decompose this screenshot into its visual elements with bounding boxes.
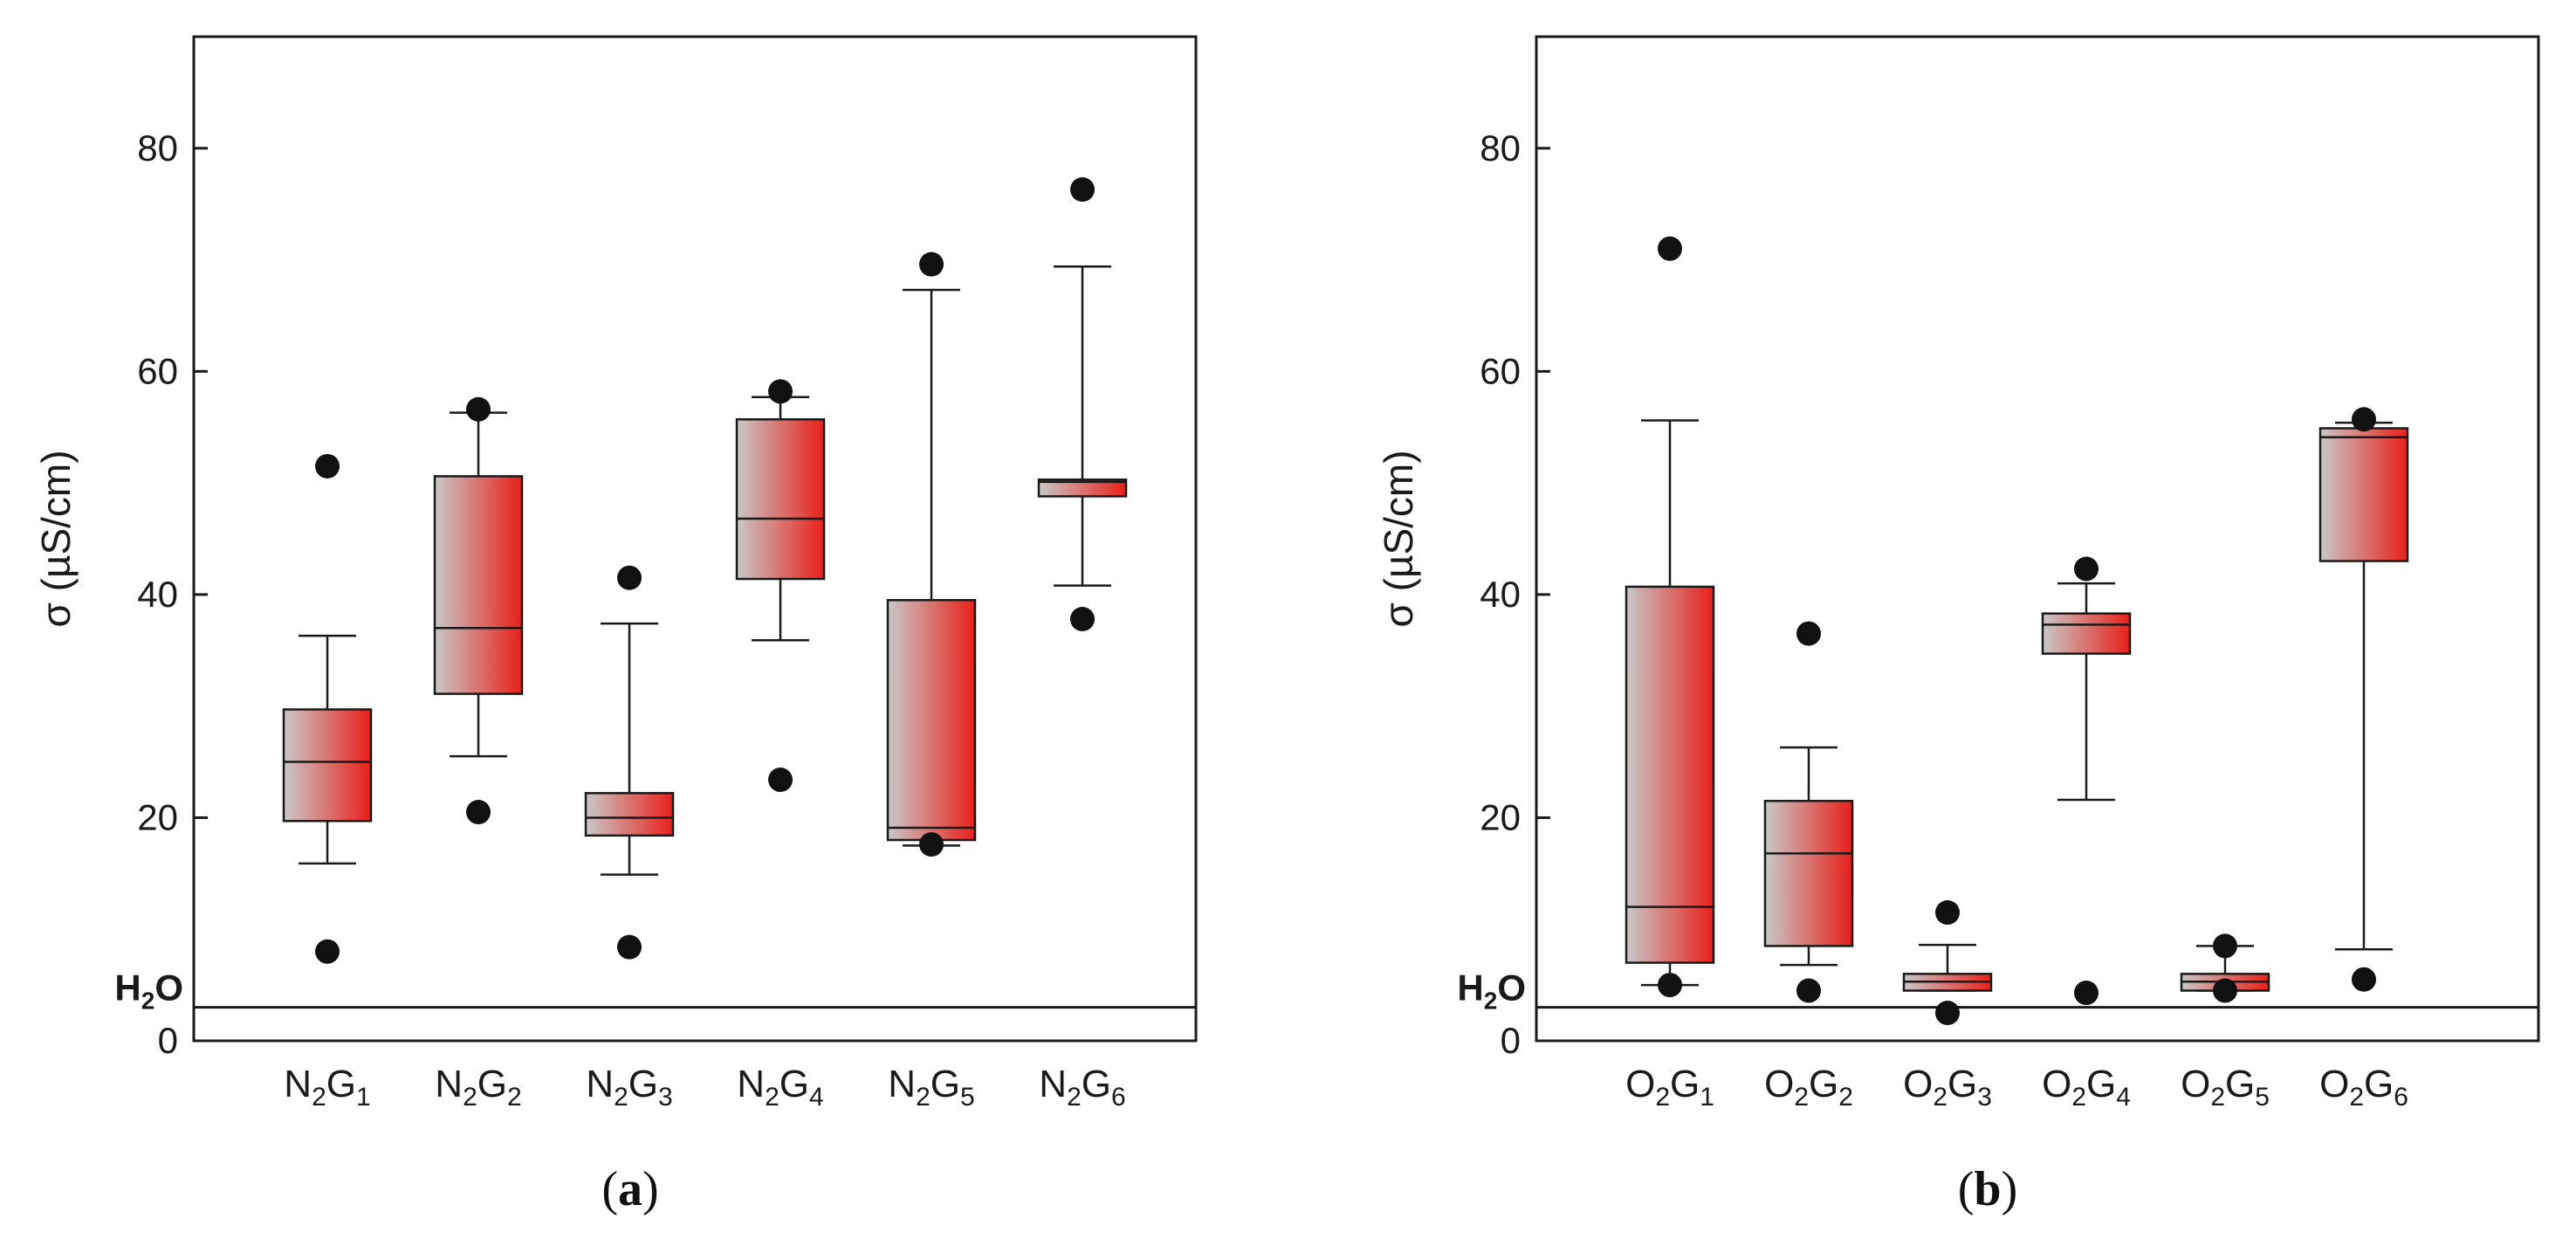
iqr-box [2318, 427, 2409, 562]
outlier-point [617, 565, 642, 590]
y-tick-label: 80 [1480, 127, 1521, 169]
box-n2g2 [433, 396, 524, 825]
y-tick-label: 20 [137, 796, 178, 837]
panel-label-b: (b) [1958, 1162, 2017, 1216]
category-label: N2G5 [888, 1063, 974, 1112]
box-n2g5 [886, 251, 977, 857]
y-tick-label: 60 [1480, 350, 1521, 391]
y-axis-label: σ (µS/cm) [33, 450, 79, 627]
box-o2g1 [1625, 236, 1715, 998]
outlier-point [2213, 978, 2237, 1003]
category-label: N2G2 [435, 1063, 521, 1112]
outlier-point [1070, 607, 1095, 631]
box-n2g3 [584, 565, 675, 960]
outlier-point [1935, 900, 1960, 926]
y-tick-label: 0 [158, 1020, 178, 1061]
y-tick-label: 20 [1480, 796, 1521, 837]
outlier-point [466, 396, 491, 422]
iqr-box [433, 475, 524, 695]
box-n2g4 [735, 379, 826, 792]
outlier-point [2213, 933, 2237, 959]
box-n2g6 [1037, 177, 1128, 631]
box-o2g5 [2180, 933, 2270, 1003]
y-tick-label: 60 [137, 350, 178, 391]
y-tick-label: 80 [137, 127, 178, 169]
outlier-point [919, 251, 944, 277]
plot-frame [1535, 35, 2540, 1043]
outlier-point [1658, 973, 1682, 998]
h2o-reference-label: H2O [1457, 967, 1526, 1015]
outlier-point [2352, 967, 2376, 992]
box-o2g6 [2318, 407, 2409, 992]
outlier-point [768, 768, 793, 792]
category-label: N2G6 [1039, 1063, 1125, 1112]
outlier-point [919, 832, 944, 857]
outlier-point [768, 379, 793, 404]
y-axis-label: σ (µS/cm) [1376, 450, 1421, 627]
y-tick-label: 40 [137, 574, 178, 615]
panel-b: 0 20 40 60 80 σ (µS/cm) H2O O2G1 O2G2 O2G3 O2G4 O2G… [1376, 35, 2540, 1216]
y-tick-label: 0 [1501, 1020, 1521, 1061]
category-label: O2G2 [1764, 1063, 1853, 1112]
iqr-box [886, 599, 977, 842]
iqr-box [282, 708, 373, 823]
box-o2g4 [2041, 556, 2132, 1006]
outlier-point [1796, 621, 1821, 646]
category-label: N2G1 [284, 1063, 370, 1112]
outlier-point [2352, 407, 2376, 432]
box-n2g1 [282, 453, 373, 964]
iqr-box [1763, 800, 1854, 947]
iqr-box [1625, 585, 1715, 964]
panel-a: 0 20 40 60 80 σ (µS/cm) H2O N2G1 N2G2 N2G3 N2G4 N2G… [33, 35, 1198, 1216]
outlier-point [315, 453, 340, 478]
outlier-point [617, 934, 642, 960]
outlier-point [1796, 978, 1821, 1003]
category-label: O2G6 [2319, 1063, 2408, 1112]
iqr-box [2041, 612, 2132, 655]
iqr-box [735, 418, 826, 581]
outlier-point [1070, 177, 1095, 203]
outlier-point [1658, 236, 1682, 261]
outlier-point [315, 939, 340, 964]
outlier-point [2074, 981, 2099, 1006]
category-label: O2G5 [2181, 1063, 2270, 1112]
outlier-point [466, 800, 491, 825]
category-label: N2G3 [586, 1063, 672, 1112]
box-o2g3 [1902, 900, 1993, 1026]
outlier-point [1935, 1001, 1960, 1026]
h2o-reference-label: H2O [114, 967, 183, 1015]
plot-frame [192, 35, 1198, 1043]
outlier-point [2074, 556, 2099, 582]
box-o2g2 [1763, 621, 1854, 1003]
category-label: O2G4 [2042, 1063, 2131, 1112]
iqr-box [1037, 478, 1128, 498]
y-tick-label: 40 [1480, 574, 1521, 615]
panel-label-a: (a) [601, 1162, 658, 1216]
category-label: O2G3 [1903, 1063, 1992, 1112]
iqr-box [584, 792, 675, 837]
category-label: N2G4 [737, 1063, 823, 1112]
category-label: O2G1 [1625, 1063, 1714, 1112]
